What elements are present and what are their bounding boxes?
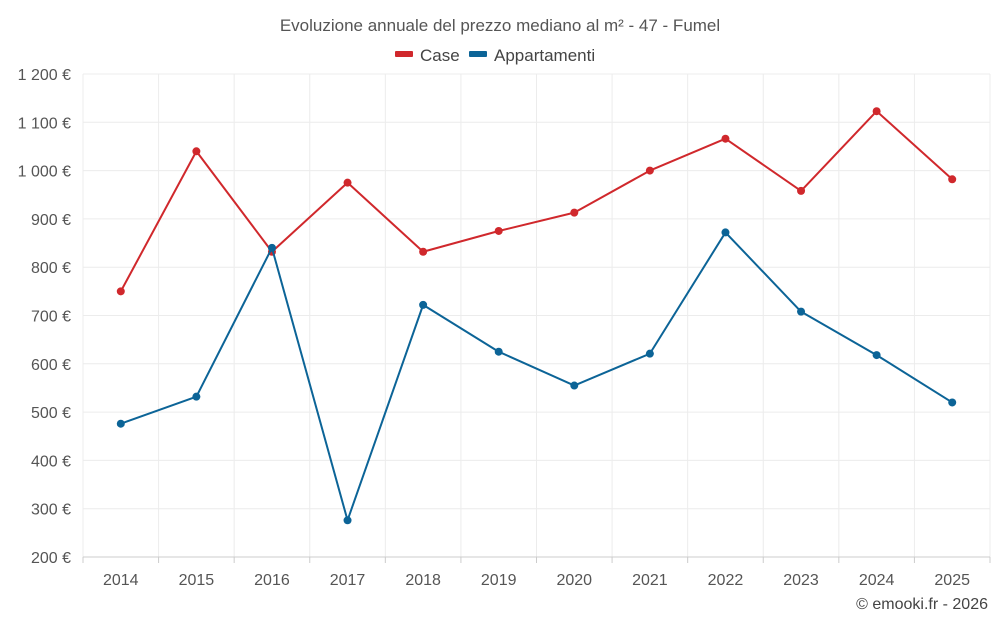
legend-item-case[interactable]: Case [395, 46, 460, 65]
x-tick-label: 2022 [708, 572, 744, 589]
y-tick-label: 1 000 € [18, 164, 71, 181]
series [116, 107, 957, 525]
chart-title: Evoluzione annuale del prezzo mediano al… [280, 16, 720, 35]
x-tick-label: 2018 [405, 572, 441, 589]
x-tick-label: 2020 [556, 572, 592, 589]
series-line-appartamenti [120, 231, 953, 522]
series-case [116, 107, 957, 296]
data-point-case[interactable] [645, 166, 654, 175]
data-point-appartamenti[interactable] [343, 516, 352, 525]
credit-text: © emooki.fr - 2026 [856, 596, 988, 613]
data-point-appartamenti[interactable] [872, 351, 881, 360]
series-appartamenti [116, 228, 957, 525]
y-tick-label: 700 € [31, 309, 71, 326]
x-tick-label: 2016 [254, 572, 290, 589]
data-point-appartamenti[interactable] [570, 381, 579, 390]
legend: Case Appartamenti [395, 46, 595, 65]
data-point-case[interactable] [797, 186, 806, 195]
x-tick-label: 2023 [783, 572, 819, 589]
x-tick-label: 2021 [632, 572, 668, 589]
y-tick-label: 1 200 € [18, 67, 71, 84]
legend-swatch-case [395, 51, 413, 57]
data-point-appartamenti[interactable] [721, 228, 730, 237]
data-point-case[interactable] [570, 208, 579, 217]
data-point-appartamenti[interactable] [267, 243, 276, 252]
x-tick-label: 2014 [103, 572, 139, 589]
legend-label-case: Case [420, 46, 460, 65]
series-line-case [119, 110, 953, 292]
y-tick-label: 200 € [31, 550, 71, 567]
x-tick-label: 2024 [859, 572, 895, 589]
data-point-appartamenti[interactable] [645, 349, 654, 358]
data-point-case[interactable] [343, 178, 352, 187]
data-point-appartamenti[interactable] [797, 307, 806, 316]
data-point-appartamenti[interactable] [419, 300, 428, 309]
y-tick-label: 300 € [31, 502, 71, 519]
data-point-case[interactable] [721, 134, 730, 143]
y-tick-label: 400 € [31, 453, 71, 470]
x-tick-label: 2017 [330, 572, 366, 589]
data-point-case[interactable] [116, 287, 125, 296]
y-tick-label: 1 100 € [18, 115, 71, 132]
axes: 200 € 300 € 400 € 500 € 600 € 700 € 800 € 900 €… [18, 67, 991, 589]
legend-swatch-appartamenti [469, 51, 487, 57]
data-point-case[interactable] [192, 147, 201, 156]
legend-label-appartamenti: Appartamenti [494, 46, 595, 65]
x-tick-label: 2025 [934, 572, 970, 589]
y-tick-label: 600 € [31, 357, 71, 374]
y-tick-label: 500 € [31, 405, 71, 422]
data-point-appartamenti[interactable] [192, 392, 201, 401]
y-tick-label: 900 € [31, 212, 71, 229]
data-point-case[interactable] [494, 226, 503, 235]
data-point-appartamenti[interactable] [116, 419, 125, 428]
x-tick-label: 2019 [481, 572, 517, 589]
data-point-case[interactable] [419, 247, 428, 256]
data-point-appartamenti[interactable] [948, 398, 957, 407]
data-point-appartamenti[interactable] [494, 347, 503, 356]
legend-item-appartamenti[interactable]: Appartamenti [469, 46, 595, 65]
data-point-case[interactable] [872, 107, 881, 116]
data-point-case[interactable] [948, 175, 957, 184]
x-tick-label: 2015 [179, 572, 215, 589]
y-tick-label: 800 € [31, 260, 71, 277]
grid [82, 73, 991, 557]
